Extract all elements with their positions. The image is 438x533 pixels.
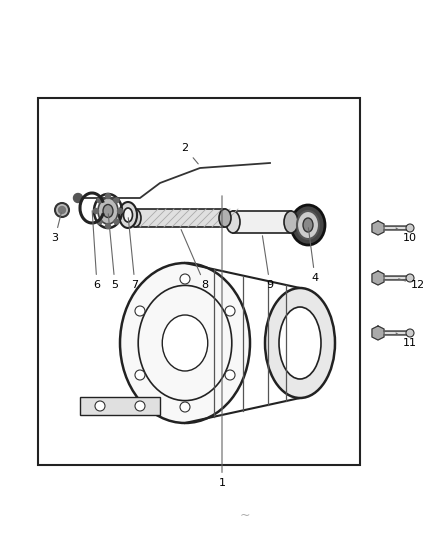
Circle shape xyxy=(180,274,190,284)
Ellipse shape xyxy=(98,198,118,224)
Ellipse shape xyxy=(279,307,321,379)
Circle shape xyxy=(225,306,235,316)
Text: 8: 8 xyxy=(181,230,208,290)
Circle shape xyxy=(97,219,102,224)
Text: 4: 4 xyxy=(308,228,318,283)
Ellipse shape xyxy=(162,315,208,371)
Ellipse shape xyxy=(303,218,313,232)
Circle shape xyxy=(95,401,105,411)
Ellipse shape xyxy=(226,211,240,233)
Polygon shape xyxy=(372,271,384,285)
Text: 2: 2 xyxy=(181,143,198,164)
Circle shape xyxy=(180,402,190,412)
Text: 6: 6 xyxy=(92,211,100,290)
Circle shape xyxy=(55,203,69,217)
Circle shape xyxy=(114,198,119,203)
Circle shape xyxy=(135,401,145,411)
Circle shape xyxy=(406,329,414,337)
Ellipse shape xyxy=(103,205,113,217)
FancyBboxPatch shape xyxy=(233,211,291,233)
Text: 9: 9 xyxy=(262,236,274,290)
Ellipse shape xyxy=(265,288,335,398)
Circle shape xyxy=(114,219,119,224)
Text: ~: ~ xyxy=(240,508,250,521)
Circle shape xyxy=(135,306,145,316)
Circle shape xyxy=(106,193,110,198)
Text: 7: 7 xyxy=(128,218,138,290)
Circle shape xyxy=(117,208,123,214)
Circle shape xyxy=(59,206,66,214)
Bar xyxy=(38,98,360,465)
Circle shape xyxy=(106,223,110,229)
FancyBboxPatch shape xyxy=(80,397,160,415)
Ellipse shape xyxy=(129,209,141,227)
Polygon shape xyxy=(372,221,384,235)
Polygon shape xyxy=(372,326,384,340)
Circle shape xyxy=(135,370,145,380)
Circle shape xyxy=(406,274,414,282)
Ellipse shape xyxy=(124,208,133,222)
FancyBboxPatch shape xyxy=(135,209,225,227)
Circle shape xyxy=(97,198,102,203)
Text: 3: 3 xyxy=(52,213,61,243)
Ellipse shape xyxy=(219,209,231,227)
Text: 10: 10 xyxy=(396,228,417,243)
Ellipse shape xyxy=(119,202,137,228)
Ellipse shape xyxy=(138,285,232,401)
Ellipse shape xyxy=(284,211,298,233)
Text: 11: 11 xyxy=(396,333,417,348)
Text: 5: 5 xyxy=(108,214,119,290)
Circle shape xyxy=(74,193,82,203)
Circle shape xyxy=(406,224,414,232)
Circle shape xyxy=(225,370,235,380)
Ellipse shape xyxy=(120,263,250,423)
Ellipse shape xyxy=(291,205,325,245)
Text: 12: 12 xyxy=(399,279,425,290)
Ellipse shape xyxy=(297,211,319,239)
Circle shape xyxy=(93,208,99,214)
Text: 1: 1 xyxy=(219,196,226,488)
